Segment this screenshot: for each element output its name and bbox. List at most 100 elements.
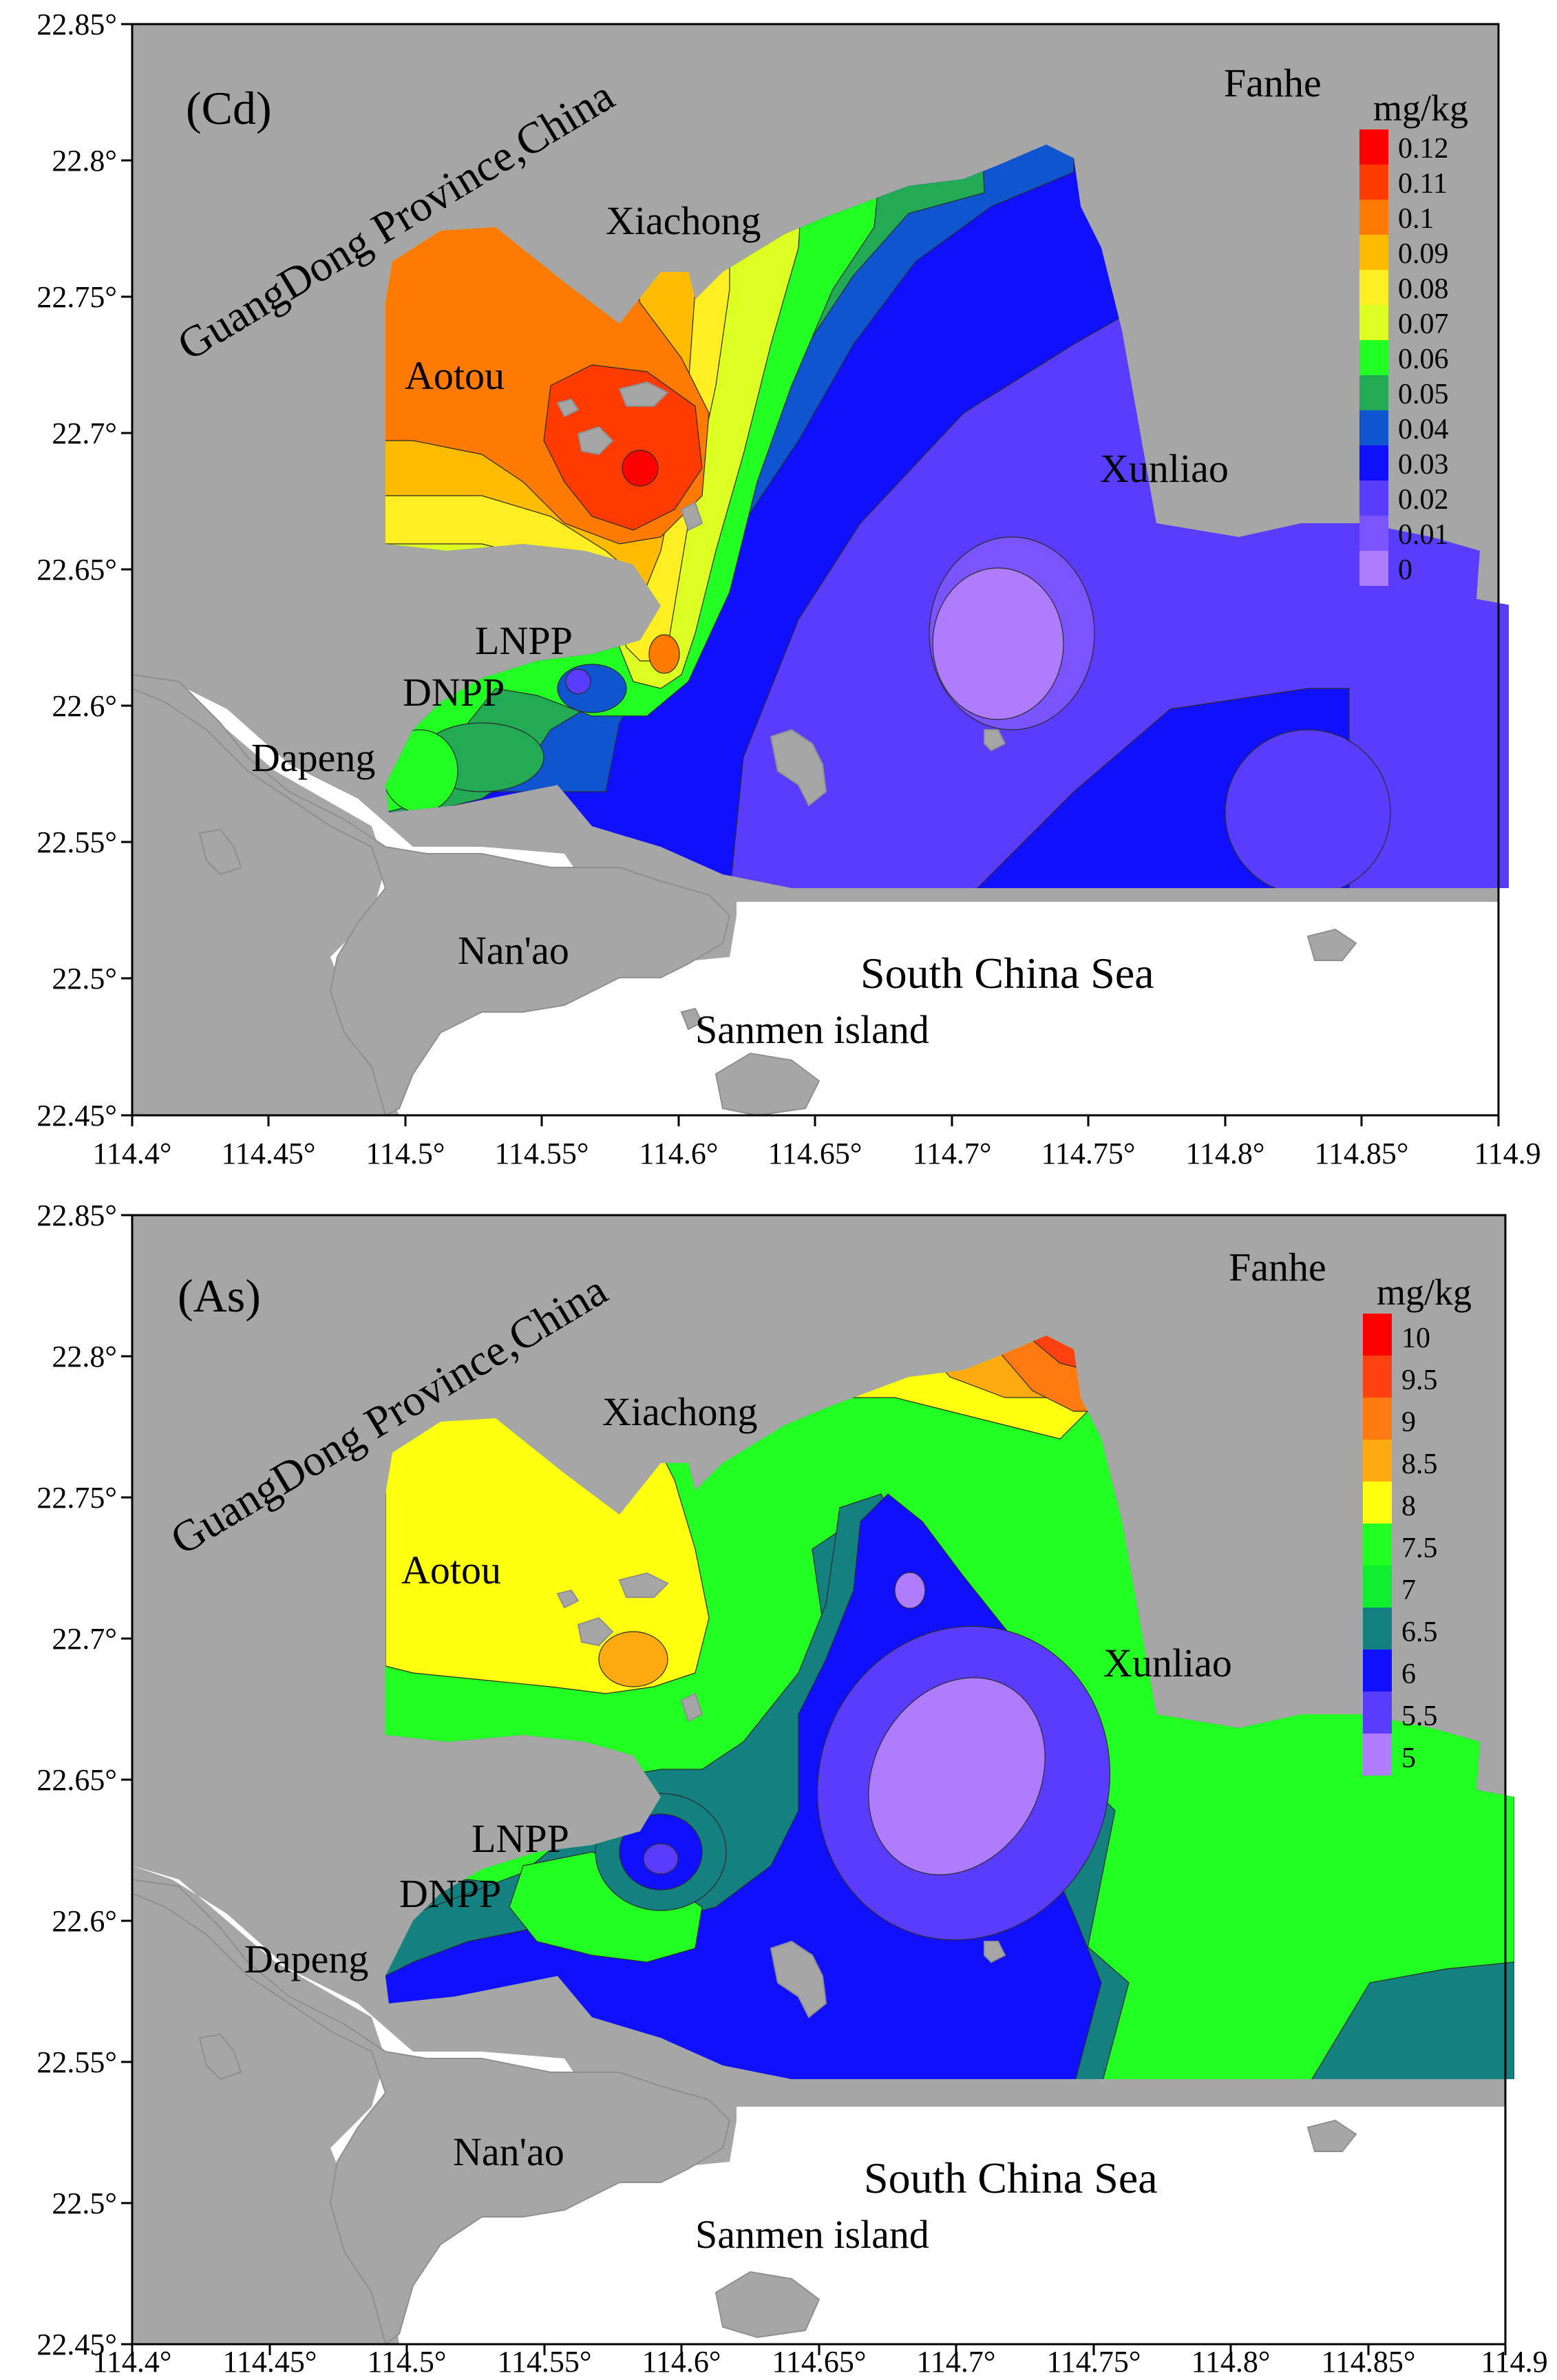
- x-tick-label: 114.5°: [368, 2345, 447, 2379]
- legend-label: 10: [1401, 1323, 1430, 1354]
- legend-label: 0.08: [1398, 273, 1449, 305]
- map-panel-as: 114.4° 114.45° 114.5° 114.55° 114.6° 114…: [36, 1199, 1547, 2379]
- small-island: [198, 2033, 242, 2081]
- x-tick-label: 114.65°: [772, 2345, 867, 2379]
- y-tick-label: 22.5°: [52, 962, 117, 996]
- x-tick-label: 114.4°: [93, 2345, 172, 2379]
- x-tick-label: 114.4°: [93, 1137, 172, 1170]
- y-tick-label: 22.55°: [36, 2045, 117, 2079]
- aotou-island: [618, 1572, 669, 1598]
- place-label-sea: South China Sea: [864, 2153, 1158, 2202]
- y-tick-label: 22.5°: [52, 2187, 117, 2220]
- legend-label: 0.04: [1398, 414, 1449, 445]
- legend-label: 6: [1401, 1658, 1416, 1690]
- x-tick-label: 114.55°: [495, 1137, 589, 1170]
- legend-label: 9: [1401, 1407, 1416, 1438]
- legend-label: 9.5: [1401, 1365, 1438, 1396]
- bay-island: [770, 1940, 827, 2019]
- legend-swatch: [1359, 445, 1388, 481]
- place-label-fanhe: Fanhe: [1224, 61, 1322, 105]
- y-tick-label: 22.85°: [36, 1199, 117, 1232]
- y-tick-label: 22.75°: [36, 1481, 117, 1515]
- legend-unit: mg/kg: [1373, 87, 1468, 129]
- x-tick-labels: 114.4° 114.45° 114.5° 114.55° 114.6° 114…: [93, 1137, 1541, 1170]
- legend-swatch: [1363, 1566, 1392, 1608]
- small-island: [1306, 2119, 1357, 2152]
- legend-label: 0.05: [1398, 379, 1449, 410]
- place-label-sanmen: Sanmen island: [695, 1007, 929, 1052]
- legend-swatch: [1363, 1734, 1392, 1776]
- aotou-island: [556, 1589, 580, 1609]
- place-label-aotou: Aotou: [401, 1548, 501, 1592]
- place-label-dnpp: DNPP: [399, 1871, 501, 1916]
- y-axis: [121, 1214, 132, 2346]
- y-tick-label: 22.85°: [36, 8, 117, 41]
- legend-swatch: [1363, 1608, 1392, 1650]
- x-tick-label: 114.5°: [366, 1137, 445, 1170]
- x-tick-label: 114.75°: [1041, 1137, 1136, 1170]
- x-tick-label: 114.7°: [913, 1137, 992, 1170]
- bay-island: [984, 1941, 1006, 1963]
- legend-swatch: [1359, 516, 1388, 551]
- place-label-lnpp: LNPP: [472, 1816, 569, 1861]
- place-label-nanao: Nan'ao: [458, 928, 569, 973]
- legend-swatch: [1363, 1482, 1392, 1524]
- aotou-island: [618, 381, 669, 407]
- aotou-island: [577, 1616, 614, 1647]
- bay-island: [680, 501, 703, 531]
- small-island: [1306, 928, 1357, 961]
- place-label-xiachong: Xiachong: [606, 198, 761, 243]
- place-label-fanhe: Fanhe: [1229, 1245, 1326, 1289]
- open-sea: [132, 1866, 1505, 2344]
- legend-label: 0.03: [1398, 449, 1449, 481]
- legend-swatch: [1359, 340, 1388, 375]
- x-tick-label: 114.9: [1481, 2345, 1547, 2379]
- x-tick-label: 114.85°: [1322, 2345, 1416, 2379]
- y-tick-label: 22.65°: [36, 1763, 117, 1797]
- legend-swatch: [1359, 551, 1388, 586]
- legend-swatch: [1363, 1356, 1392, 1398]
- legend-swatch: [1363, 1650, 1392, 1692]
- small-island: [680, 1007, 703, 1031]
- legend-label: 0.11: [1398, 168, 1448, 200]
- x-tick-label: 114.45°: [222, 1137, 316, 1170]
- place-label-nanao: Nan'ao: [453, 2129, 564, 2174]
- aotou-island: [556, 398, 580, 418]
- nanao-land: [131, 673, 731, 1117]
- small-island: [198, 828, 242, 876]
- bay-island: [770, 728, 827, 807]
- legend-swatch: [1359, 235, 1388, 270]
- y-tick-label: 22.55°: [36, 825, 117, 859]
- place-label-xunliao: Xunliao: [1100, 446, 1229, 491]
- y-tick-label: 22.8°: [52, 1340, 117, 1373]
- x-tick-label: 114.6°: [642, 2345, 721, 2379]
- x-tick-label: 114.75°: [1047, 2345, 1141, 2379]
- legend-label: 0.02: [1398, 484, 1449, 516]
- aotou-island: [577, 425, 614, 456]
- place-label-aotou: Aotou: [405, 353, 505, 398]
- place-label-sea: South China Sea: [860, 949, 1154, 998]
- color-legend: mg/kg 10 9.5 9 8.5 8 7.5 7 6.5 6 5.5 5: [1363, 1272, 1472, 1776]
- y-tick-label: 22.6°: [52, 1904, 117, 1938]
- bay-island: [984, 729, 1006, 752]
- legend-swatch: [1359, 165, 1388, 200]
- legend-swatch: [1359, 481, 1388, 516]
- legend-swatch: [1363, 1398, 1392, 1440]
- legend-swatch: [1363, 1440, 1392, 1482]
- legend-swatch: [1359, 410, 1388, 445]
- x-axis: [131, 1115, 1500, 1126]
- place-label-dapeng: Dapeng: [244, 1937, 368, 1981]
- y-tick-labels: 22.85° 22.8° 22.75° 22.7° 22.65° 22.6° 2…: [36, 8, 117, 1133]
- y-tick-label: 22.75°: [36, 280, 117, 314]
- legend-unit: mg/kg: [1377, 1272, 1472, 1313]
- place-label-dapeng: Dapeng: [251, 735, 375, 780]
- legend-swatch: [1363, 1524, 1392, 1566]
- y-tick-label: 22.45°: [36, 2328, 117, 2361]
- place-label-sanmen: Sanmen island: [695, 2212, 929, 2257]
- x-tick-label: 114.45°: [223, 2345, 317, 2379]
- x-tick-label: 114.65°: [768, 1137, 862, 1170]
- x-tick-label: 114.8°: [1191, 2345, 1271, 2379]
- legend-label: 8: [1401, 1491, 1416, 1522]
- x-tick-label: 114.9: [1474, 1137, 1540, 1170]
